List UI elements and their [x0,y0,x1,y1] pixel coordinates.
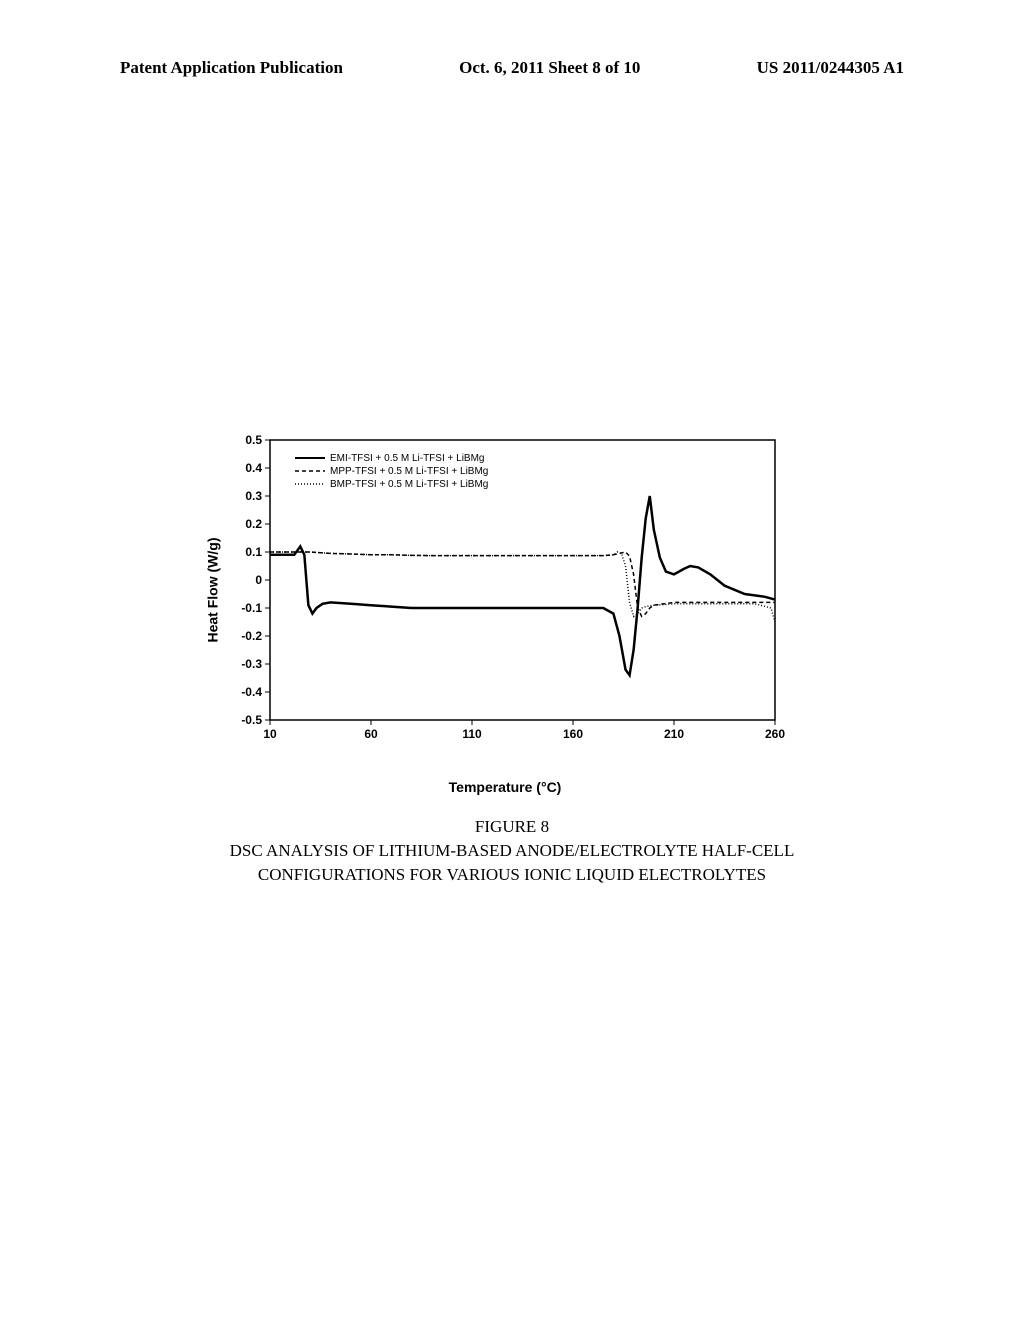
svg-text:BMP-TFSI + 0.5 M Li-TFSI + LiB: BMP-TFSI + 0.5 M Li-TFSI + LiBMg [330,479,488,490]
svg-text:MPP-TFSI + 0.5 M Li-TFSI + LiB: MPP-TFSI + 0.5 M Li-TFSI + LiBMg [330,466,488,477]
figure-caption: FIGURE 8 DSC ANALYSIS OF LITHIUM-BASED A… [0,815,1024,886]
header-left: Patent Application Publication [120,58,343,78]
svg-text:260: 260 [765,727,785,741]
caption-line-3: CONFIGURATIONS FOR VARIOUS IONIC LIQUID … [0,863,1024,887]
chart-svg: -0.5 -0.4 -0.3 -0.2 -0.1 0 0.1 0.2 0.3 0.4 0.5 10 60… [220,430,790,750]
caption-line-2: DSC ANALYSIS OF LITHIUM-BASED ANODE/ELEC… [0,839,1024,863]
svg-text:-0.2: -0.2 [241,629,262,643]
svg-text:-0.3: -0.3 [241,657,262,671]
y-axis-label: Heat Flow (W/g) [205,538,221,643]
x-axis-label: Temperature (°C) [449,779,562,795]
svg-text:210: 210 [664,727,684,741]
svg-text:0.3: 0.3 [245,489,262,503]
svg-text:0: 0 [255,573,262,587]
svg-text:-0.1: -0.1 [241,601,262,615]
svg-text:0.1: 0.1 [245,545,262,559]
header-center: Oct. 6, 2011 Sheet 8 of 10 [459,58,640,78]
caption-line-1: FIGURE 8 [0,815,1024,839]
dsc-chart: Heat Flow (W/g) -0.5-0.4-0.3-0.2-0.100.1… [220,430,790,750]
svg-text:EMI-TFSI + 0.5 M Li-TFSI + LiB: EMI-TFSI + 0.5 M Li-TFSI + LiBMg [330,453,484,464]
svg-text:0.4: 0.4 [245,461,262,475]
svg-text:110: 110 [462,727,482,741]
svg-text:-0.4: -0.4 [241,685,262,699]
svg-text:10: 10 [263,727,277,741]
page-header: Patent Application Publication Oct. 6, 2… [0,58,1024,78]
svg-text:-0.5: -0.5 [241,713,262,727]
svg-text:60: 60 [364,727,378,741]
svg-text:0.5: 0.5 [245,433,262,447]
header-right: US 2011/0244305 A1 [757,58,904,78]
svg-text:0.2: 0.2 [245,517,262,531]
svg-text:160: 160 [563,727,583,741]
